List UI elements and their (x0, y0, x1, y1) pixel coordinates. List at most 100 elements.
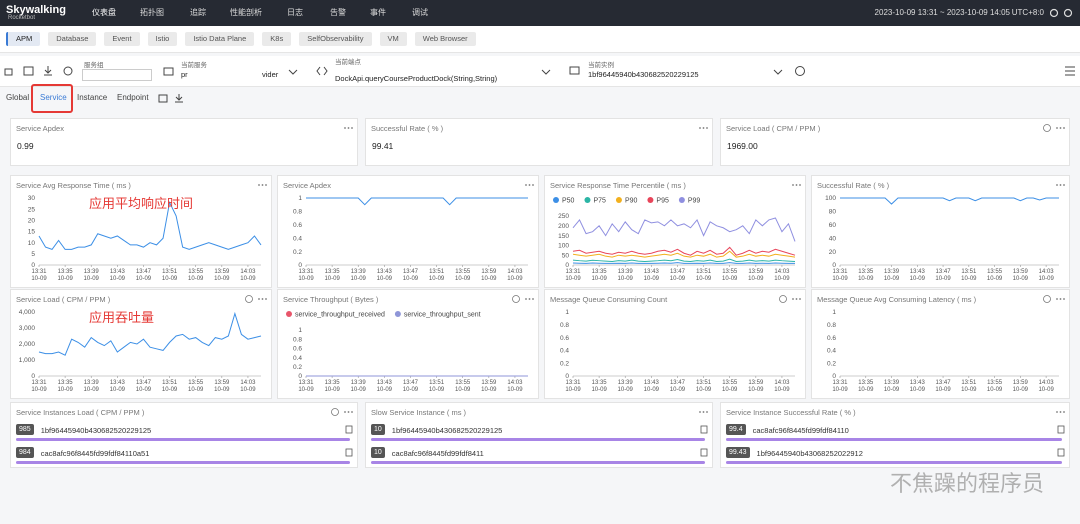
chart: P50 P75 P90 P95 P99 0 50 100 150 200 250 13:31 10-09… (553, 197, 796, 282)
delete-icon[interactable] (700, 447, 708, 457)
menu-dot (347, 127, 350, 129)
y-tick-label: 2,000 (19, 341, 36, 348)
instance-icon (569, 66, 580, 75)
layer-tab[interactable]: Istio Data Plane (185, 32, 255, 46)
menu-dot (706, 411, 708, 413)
layer-tab[interactable]: VM (379, 32, 407, 46)
series-line (38, 311, 262, 356)
chart-title: Service Throughput ( Bytes ) (283, 295, 379, 304)
y-tick-label: 0 (31, 262, 35, 269)
info-icon[interactable] (794, 65, 806, 77)
menu-item[interactable]: 追踪 (190, 8, 206, 17)
x-tick-label: 13:31 10-09 (565, 380, 581, 393)
layer-tab[interactable]: K8s (262, 32, 292, 46)
dashboard-tab[interactable]: Endpoint (117, 93, 149, 102)
delete-icon[interactable] (700, 424, 708, 434)
menu-item[interactable]: 拓扑图 (140, 8, 164, 17)
trash-shape (1057, 448, 1065, 457)
x-tick-label: 13:43 10-09 (377, 269, 393, 282)
item-bar (726, 438, 1062, 441)
endpoint-value[interactable]: DockApi.queryCourseProductDock(String,St… (335, 74, 498, 83)
x-tick-label: 13:43 10-09 (644, 269, 660, 282)
chart-title: Service Response Time Percentile ( ms ) (550, 181, 686, 190)
time-range[interactable]: 2023-10-09 13:31 ~ 2023-10-09 14:05 (874, 8, 1010, 17)
trash-shape (700, 448, 708, 457)
x-tick-label: 13:31 10-09 (832, 380, 848, 393)
layer-tab[interactable]: SelfObservability (299, 32, 372, 46)
series-line (572, 262, 795, 264)
y-tick-label: 250 (558, 213, 569, 220)
x-tick-label: 13:55 10-09 (987, 380, 1003, 393)
delete-icon[interactable] (1057, 424, 1065, 434)
x-tick-label: 13:35 10-09 (591, 269, 607, 282)
reload-icon[interactable] (63, 66, 73, 76)
item-value: 99.43 (726, 447, 750, 458)
instance-value[interactable]: 1bf96445940b430682520229125 (588, 70, 699, 79)
x-tick-label: 13:31 10-09 (31, 269, 47, 282)
layer-tabs: APM Database Event Istio Istio Data Plane K8s… (0, 26, 1080, 53)
legend-swatch (394, 311, 401, 317)
lock-icon[interactable] (4, 68, 13, 76)
item-value: 984 (16, 447, 34, 458)
item-bar (371, 461, 705, 464)
layer-tab[interactable]: Event (104, 32, 140, 46)
series-line (572, 250, 796, 258)
layer-tab[interactable]: APM (6, 32, 41, 46)
x-tick-label: 13:51 10-09 (162, 269, 178, 282)
timezone[interactable]: UTC+8:0 (1011, 8, 1044, 17)
x-tick-label: 13:47 10-09 (935, 380, 951, 393)
dashboard-tab[interactable]: Instance (77, 93, 108, 102)
menu-item[interactable]: 性能剖析 (230, 8, 262, 17)
series-line (572, 246, 796, 256)
dropdown-arrow[interactable] (773, 68, 783, 76)
legend-label: P50 (562, 198, 575, 205)
x-tick-label: 13:59 10-09 (1013, 269, 1029, 282)
layer-tab[interactable]: Istio (147, 32, 178, 46)
list-title: Slow Service Instance ( ms ) (371, 408, 467, 417)
menu-item[interactable]: 调试 (412, 8, 428, 17)
menu-dot (347, 411, 350, 413)
service-value-tail[interactable]: vider (262, 70, 279, 79)
series-line (306, 197, 528, 206)
dropdown-arrow[interactable] (541, 68, 551, 76)
menu-icon[interactable] (1064, 65, 1076, 77)
refresh-icon[interactable] (1050, 8, 1059, 18)
menu-item[interactable]: 日志 (287, 8, 303, 17)
x-tick-label: 13:35 10-09 (324, 269, 340, 282)
tab-icons (158, 92, 188, 110)
y-tick-label: 100 (825, 195, 836, 202)
layer-tab[interactable]: Database (48, 32, 97, 46)
x-tick-label: 13:43 10-09 (910, 269, 926, 282)
y-tick-label: 0.8 (293, 336, 302, 343)
layer-tab[interactable]: Web Browser (414, 32, 476, 46)
delete-icon[interactable] (1057, 447, 1065, 457)
widget-menu (1056, 184, 1065, 186)
folder-icon[interactable] (23, 66, 34, 76)
dashboard-tab[interactable]: Service (40, 93, 67, 102)
settings-icon[interactable] (1063, 8, 1073, 18)
dropdown-arrow[interactable] (288, 68, 298, 76)
summary-card: Successful Rate ( % ) 99.41 (365, 118, 713, 166)
delete-icon[interactable] (345, 424, 353, 434)
menu-item[interactable]: 仪表盘 (92, 8, 116, 17)
dashboard-tab[interactable]: Global (6, 93, 30, 102)
service-value-head[interactable]: pr (181, 70, 188, 79)
item-name: cac8afc96f8445fd99fdf84110a51 (40, 448, 150, 458)
y-tick-label: 40 (829, 235, 837, 242)
y-tick-label: 5 (31, 251, 35, 258)
delete-icon[interactable] (345, 447, 353, 457)
menu-item[interactable]: 事件 (370, 8, 386, 17)
y-tick-label: 0.8 (293, 209, 302, 216)
item-bar (371, 438, 705, 441)
widget-menu (245, 295, 267, 303)
service-group-input[interactable] (82, 69, 152, 81)
chart-widget: Service Load ( CPM / PPM ) 0 1,000 2,000 3,0… (10, 289, 272, 399)
item-value: 10 (371, 424, 385, 435)
x-tick-label: 13:55 10-09 (455, 380, 471, 393)
x-tick-label: 13:47 10-09 (403, 269, 419, 282)
chart-widget: Message Queue Consuming Count 0 0.2 0.4 0.6 0… (544, 289, 806, 399)
download-icon[interactable] (44, 66, 52, 76)
chart-widget: Service Apdex 0 0.2 0.4 0.6 0.8 1 13:31 10-09 13:… (277, 175, 539, 288)
trash-shape (345, 448, 353, 457)
menu-item[interactable]: 告警 (330, 8, 346, 17)
